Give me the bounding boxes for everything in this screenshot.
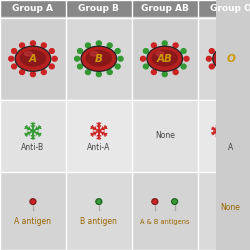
Circle shape [151, 70, 156, 74]
Ellipse shape [24, 52, 32, 56]
Text: B antigen: B antigen [80, 217, 117, 226]
Circle shape [144, 49, 148, 54]
Text: B: B [95, 54, 103, 64]
Circle shape [41, 70, 46, 74]
Circle shape [12, 49, 16, 54]
Circle shape [96, 72, 101, 76]
Bar [132, 18, 198, 100]
Circle shape [118, 56, 123, 61]
Circle shape [49, 49, 54, 54]
Circle shape [107, 43, 112, 48]
Bar [0, 0, 66, 18]
Circle shape [20, 70, 24, 74]
Circle shape [162, 72, 167, 76]
Circle shape [172, 199, 177, 204]
Ellipse shape [20, 50, 46, 66]
Circle shape [228, 72, 233, 76]
Circle shape [30, 41, 36, 46]
Bar [0, 172, 66, 250]
Circle shape [209, 49, 214, 54]
Ellipse shape [218, 50, 243, 66]
Text: O: O [226, 54, 235, 64]
Circle shape [52, 56, 57, 61]
Circle shape [173, 43, 178, 48]
Circle shape [20, 43, 24, 48]
Circle shape [12, 64, 16, 69]
Text: Group O: Group O [210, 4, 250, 13]
Text: A: A [228, 143, 233, 152]
Circle shape [151, 43, 156, 48]
Text: A antigen: A antigen [14, 217, 52, 226]
Text: A: A [29, 54, 37, 64]
Circle shape [9, 56, 14, 61]
Circle shape [49, 64, 54, 69]
Text: Anti-A: Anti-A [87, 143, 110, 152]
Ellipse shape [82, 48, 115, 70]
Ellipse shape [16, 48, 50, 70]
Bar [66, 18, 132, 100]
Circle shape [152, 199, 158, 204]
Circle shape [181, 64, 186, 69]
Text: Group AB: Group AB [141, 4, 189, 13]
Circle shape [107, 70, 112, 74]
Circle shape [209, 64, 214, 69]
Bar [132, 100, 198, 172]
Circle shape [96, 199, 102, 204]
Ellipse shape [214, 48, 247, 70]
Bar [198, 100, 250, 172]
Ellipse shape [147, 46, 182, 71]
Bar [66, 0, 132, 18]
Circle shape [184, 56, 189, 61]
Ellipse shape [81, 46, 117, 71]
Ellipse shape [152, 50, 177, 66]
Text: Anti-B: Anti-B [22, 143, 44, 152]
Bar [0, 100, 66, 172]
Circle shape [239, 43, 244, 48]
Circle shape [217, 43, 222, 48]
Circle shape [173, 70, 178, 74]
Text: A & B antigens: A & B antigens [140, 218, 190, 224]
Circle shape [144, 64, 148, 69]
Text: Group A: Group A [12, 4, 53, 13]
Bar [198, 18, 250, 100]
Circle shape [247, 64, 250, 69]
Circle shape [96, 41, 101, 46]
Ellipse shape [148, 48, 181, 70]
Circle shape [86, 70, 90, 74]
Circle shape [162, 41, 167, 46]
Circle shape [239, 70, 244, 74]
Bar [66, 172, 132, 250]
Circle shape [115, 49, 120, 54]
Ellipse shape [86, 50, 111, 66]
Bar [0, 18, 66, 100]
Circle shape [78, 64, 82, 69]
Bar [198, 0, 250, 18]
Bar [66, 100, 132, 172]
Text: None: None [221, 203, 240, 212]
Circle shape [228, 41, 233, 46]
Circle shape [30, 199, 36, 204]
Circle shape [140, 56, 145, 61]
Text: AB: AB [157, 54, 173, 64]
Text: Group B: Group B [78, 4, 119, 13]
Text: None: None [155, 132, 175, 140]
Circle shape [41, 43, 46, 48]
Circle shape [78, 49, 82, 54]
Circle shape [181, 49, 186, 54]
Ellipse shape [156, 52, 164, 56]
Circle shape [74, 56, 80, 61]
Circle shape [30, 72, 36, 76]
Bar [132, 0, 198, 18]
Ellipse shape [90, 52, 98, 56]
Ellipse shape [222, 52, 230, 56]
Circle shape [115, 64, 120, 69]
Circle shape [217, 70, 222, 74]
Bar [198, 172, 250, 250]
Ellipse shape [213, 46, 248, 71]
Circle shape [247, 49, 250, 54]
Ellipse shape [15, 46, 51, 71]
Circle shape [86, 43, 90, 48]
Circle shape [206, 56, 212, 61]
Bar [132, 172, 198, 250]
